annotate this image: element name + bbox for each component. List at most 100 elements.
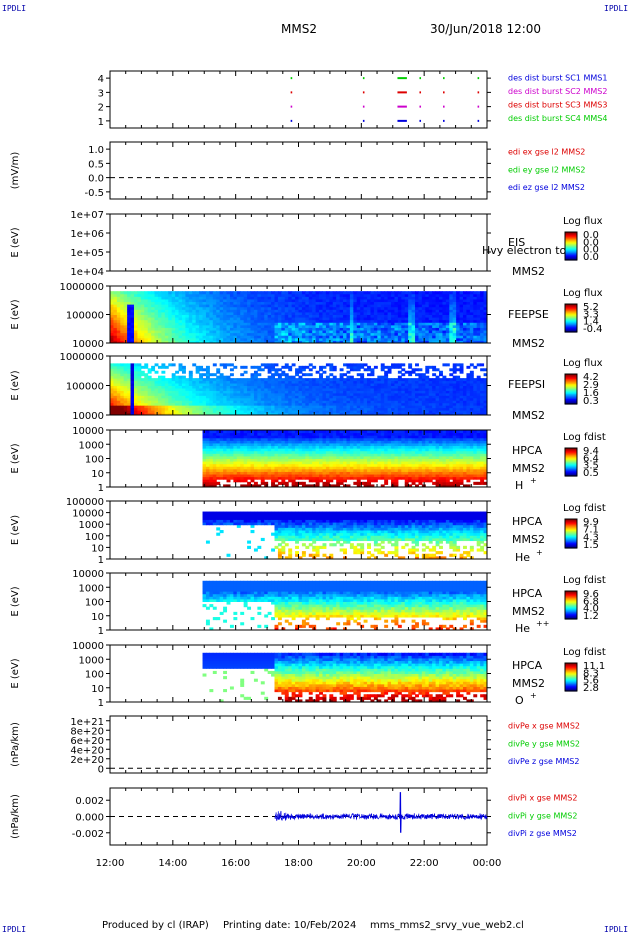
feepse-pixel — [110, 293, 114, 297]
feepse-pixel — [216, 340, 221, 344]
hpca_h-pixel — [243, 484, 248, 488]
feepsi-pixel — [312, 400, 317, 404]
feepse-pixel — [281, 301, 286, 305]
feepsi-pixel — [322, 400, 327, 404]
feepsi-pixel — [205, 407, 210, 411]
feepsi-pixel — [319, 390, 323, 394]
feepsi-pixel — [325, 395, 330, 399]
feepsi-pixel — [301, 400, 306, 404]
feepse-pixel — [288, 293, 293, 297]
feepse-pixel — [243, 306, 248, 310]
feepse-pixel — [133, 309, 138, 313]
feepsi-pixel — [171, 410, 176, 414]
feepse-pixel — [260, 301, 265, 305]
feepsi-pixel — [250, 365, 255, 369]
feepsi-pixel — [432, 395, 437, 399]
feepse-pixel — [116, 298, 121, 303]
feepse-pixel — [445, 324, 450, 328]
feepsi-pixel — [346, 363, 351, 367]
feepse-pixel — [384, 319, 389, 323]
feepsi-pixel — [250, 395, 255, 399]
feepse-pixel — [113, 332, 118, 336]
feepsi-pixel — [466, 412, 471, 416]
feepsi-pixel — [377, 402, 382, 406]
feepse-pixel — [284, 293, 289, 297]
feepsi-pixel — [181, 390, 186, 394]
burst-interval-mark — [397, 105, 407, 108]
hpca_h-pixel — [219, 435, 224, 439]
feepse-pixel — [144, 293, 149, 297]
feepse-pixel — [161, 324, 166, 328]
feepsi-pixel — [415, 405, 419, 409]
feepsi-pixel — [130, 365, 135, 369]
feepse-pixel — [442, 337, 447, 341]
hpca_h-pixel — [236, 445, 241, 449]
feepsi-pixel — [380, 383, 385, 386]
feepse-pixel — [291, 337, 296, 341]
feepsi-pixel — [192, 410, 197, 414]
feepsi-pixel — [325, 363, 330, 367]
feepse-pixel — [161, 332, 166, 336]
feepse-pixel — [260, 311, 265, 315]
feepse-pixel — [240, 322, 245, 326]
hpca_h-pixel — [250, 471, 255, 475]
feepse-pixel — [315, 314, 320, 318]
feepse-pixel — [349, 327, 354, 331]
feepse-pixel — [463, 306, 467, 310]
hpca_h-pixel — [202, 471, 207, 475]
feepse-pixel — [137, 309, 142, 313]
feepse-pixel — [281, 335, 286, 339]
feepsi-pixel — [346, 370, 351, 374]
feepse-pixel — [329, 319, 334, 323]
hpca_h-pixel — [247, 468, 252, 472]
feepse-pixel — [428, 319, 433, 323]
feepsi-pixel — [123, 405, 128, 409]
hpca_h-pixel — [223, 445, 228, 449]
feepse-pixel — [421, 322, 426, 326]
feepsi-pixel — [363, 402, 368, 406]
feepse-pixel — [240, 317, 245, 321]
feepse-pixel — [421, 293, 426, 297]
feepse-pixel — [312, 330, 317, 334]
feepsi-pixel — [459, 370, 464, 374]
hpca_h-pixel — [202, 468, 207, 472]
feepse-pixel — [452, 291, 457, 295]
feepse-pixel — [147, 314, 152, 318]
feepse-pixel — [291, 317, 296, 321]
feepsi-pixel — [120, 375, 125, 379]
feepse-pixel — [319, 335, 323, 339]
feepsi-pixel — [301, 390, 306, 394]
feepsi-pixel — [442, 387, 447, 391]
feepsi-pixel — [243, 412, 248, 416]
feepsi-pixel — [240, 405, 245, 409]
feepsi-pixel — [243, 370, 248, 374]
feepse-pixel — [301, 317, 306, 321]
feepsi-pixel — [123, 402, 128, 406]
feepse-pixel — [209, 335, 214, 339]
feepsi-pixel — [483, 397, 488, 401]
feepsi-pixel — [408, 400, 413, 404]
feepsi-pixel — [260, 378, 265, 382]
hpca_h-pixel — [212, 484, 217, 488]
feepse-pixel — [415, 330, 419, 334]
feepse-pixel — [439, 337, 443, 341]
feepse-pixel — [205, 311, 210, 315]
feepse-pixel — [325, 332, 330, 336]
feepse-pixel — [343, 332, 347, 336]
feepse-pixel — [120, 332, 125, 336]
feepsi-pixel — [298, 400, 303, 404]
feepsi-pixel — [223, 378, 228, 382]
feepsi-pixel — [199, 407, 204, 411]
feepse-pixel — [408, 319, 413, 323]
feepsi-pixel — [264, 402, 269, 406]
feepse-pixel — [339, 301, 344, 305]
feepsi-pixel — [363, 368, 368, 372]
feepse-pixel — [456, 301, 461, 305]
feepsi-pixel — [175, 412, 180, 416]
feepsi-pixel — [274, 390, 279, 394]
feepsi-pixel — [110, 395, 114, 399]
feepsi-pixel — [178, 363, 183, 367]
feepsi-pixel — [428, 395, 433, 399]
eis-colorbar-cell — [565, 256, 577, 259]
feepse-pixel — [469, 306, 474, 310]
